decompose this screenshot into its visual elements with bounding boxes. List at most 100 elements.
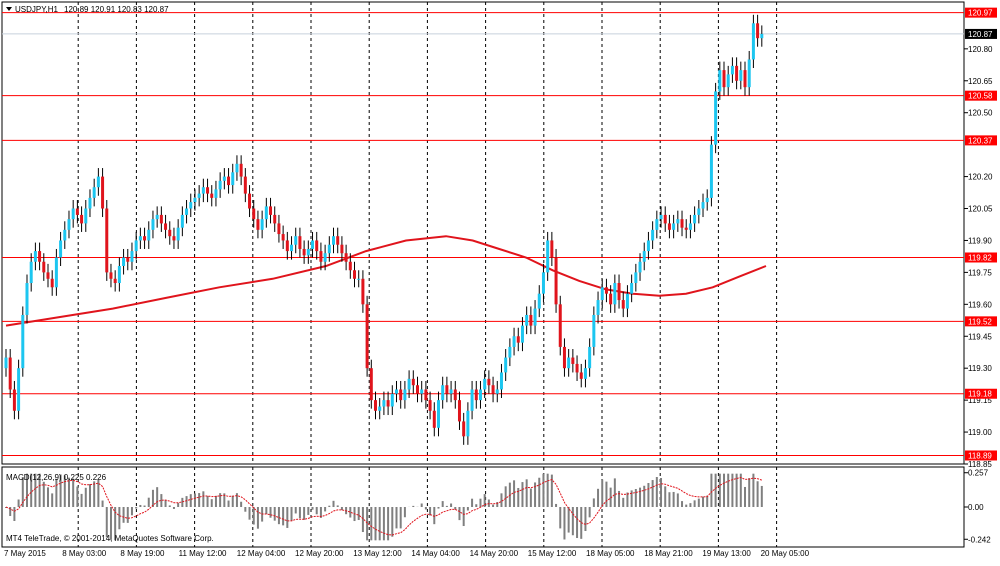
candle-body xyxy=(303,249,306,255)
macd-bar xyxy=(500,493,502,507)
y-tick-label: 120.80 xyxy=(968,45,993,54)
macd-bar xyxy=(253,507,255,525)
candle-body xyxy=(223,177,226,181)
candle-body xyxy=(315,240,318,251)
macd-bar xyxy=(589,507,591,517)
candle-body xyxy=(151,219,154,230)
macd-bar xyxy=(593,498,595,507)
candle-body xyxy=(122,257,125,266)
candle-body xyxy=(139,236,142,240)
level-label: 119.52 xyxy=(968,317,992,326)
macd-bar xyxy=(576,507,578,538)
macd-bar xyxy=(639,488,641,507)
candle-body xyxy=(710,145,713,198)
candle-body xyxy=(538,294,541,309)
candle-body xyxy=(718,70,721,91)
macd-bar xyxy=(81,494,83,507)
macd-bar xyxy=(51,493,53,507)
candle-body xyxy=(756,23,759,38)
macd-bar xyxy=(85,488,87,507)
macd-bar xyxy=(379,507,381,540)
candle-body xyxy=(97,177,100,188)
macd-bar xyxy=(362,507,364,532)
candle-body xyxy=(345,253,348,262)
candle-body xyxy=(126,257,129,261)
macd-bar xyxy=(249,507,251,520)
candle-body xyxy=(639,262,642,273)
candle-body xyxy=(626,294,629,309)
macd-bar xyxy=(471,499,473,507)
macd-bar xyxy=(169,505,171,507)
candle-body xyxy=(727,74,730,87)
x-tick-label: 19 May 13:00 xyxy=(702,549,751,558)
candle-body xyxy=(63,230,66,241)
candle-body xyxy=(441,385,444,400)
level-label: 119.18 xyxy=(968,390,992,399)
macd-bar xyxy=(534,482,536,507)
candle-body xyxy=(202,187,205,193)
candle-body xyxy=(660,215,663,219)
candle-body xyxy=(576,364,579,373)
candle-body xyxy=(504,358,507,373)
candle-body xyxy=(46,272,49,278)
macd-bar xyxy=(647,483,649,507)
candle-body xyxy=(609,294,612,305)
macd-bar xyxy=(324,507,326,511)
candle-body xyxy=(739,70,742,81)
macd-bar xyxy=(282,507,284,525)
candle-body xyxy=(445,385,448,394)
candle-body xyxy=(357,279,360,280)
macd-bar xyxy=(660,478,662,507)
macd-bar xyxy=(710,474,712,507)
candle-body xyxy=(105,209,108,273)
candle-body xyxy=(84,209,87,224)
candle-body xyxy=(340,245,343,254)
candle-body xyxy=(567,358,570,369)
macd-bar xyxy=(127,507,129,523)
macd-bar xyxy=(731,474,733,507)
macd-bar xyxy=(484,494,486,507)
macd-bar xyxy=(337,505,339,507)
macd-bar xyxy=(186,496,188,507)
candle-body xyxy=(597,300,600,315)
macd-bar xyxy=(139,505,141,507)
candle-body xyxy=(332,236,335,245)
candle-body xyxy=(437,400,440,428)
candle-body xyxy=(529,315,532,326)
candle-body xyxy=(21,315,24,368)
candle-body xyxy=(227,177,230,186)
macd-bar xyxy=(475,504,477,507)
candle-body xyxy=(143,236,146,240)
macd-bar xyxy=(307,507,309,515)
macd-bar xyxy=(135,507,137,509)
candle-body xyxy=(114,279,117,283)
macd-bar xyxy=(18,500,20,508)
candle-body xyxy=(697,209,700,215)
macd-bar xyxy=(702,497,704,507)
macd-bar xyxy=(748,478,750,507)
macd-bar xyxy=(156,487,158,507)
macd-bar xyxy=(295,507,297,513)
macd-bar xyxy=(526,479,528,507)
candle-body xyxy=(706,198,709,202)
candle-body xyxy=(172,236,175,240)
candle-body xyxy=(164,223,167,229)
candle-body xyxy=(618,283,621,300)
macd-bar xyxy=(723,474,725,507)
candle-body xyxy=(324,253,327,262)
copyright-text: MT4 TeleTrade, © 2001-2014, MetaQuotes S… xyxy=(6,534,214,543)
candle-body xyxy=(147,230,150,241)
candle-body xyxy=(382,400,385,406)
candle-body xyxy=(265,206,268,219)
macd-bar xyxy=(446,506,448,507)
candle-body xyxy=(429,400,432,411)
candle-body xyxy=(622,300,625,309)
x-tick-label: 14 May 20:00 xyxy=(470,549,519,558)
macd-bar xyxy=(479,499,481,507)
candle-body xyxy=(744,70,747,87)
candle-body xyxy=(156,215,159,219)
x-tick-label: 11 May 12:00 xyxy=(179,549,227,558)
y-tick-label: 119.75 xyxy=(968,268,992,277)
candle-body xyxy=(731,66,734,75)
macd-bar xyxy=(211,499,213,507)
